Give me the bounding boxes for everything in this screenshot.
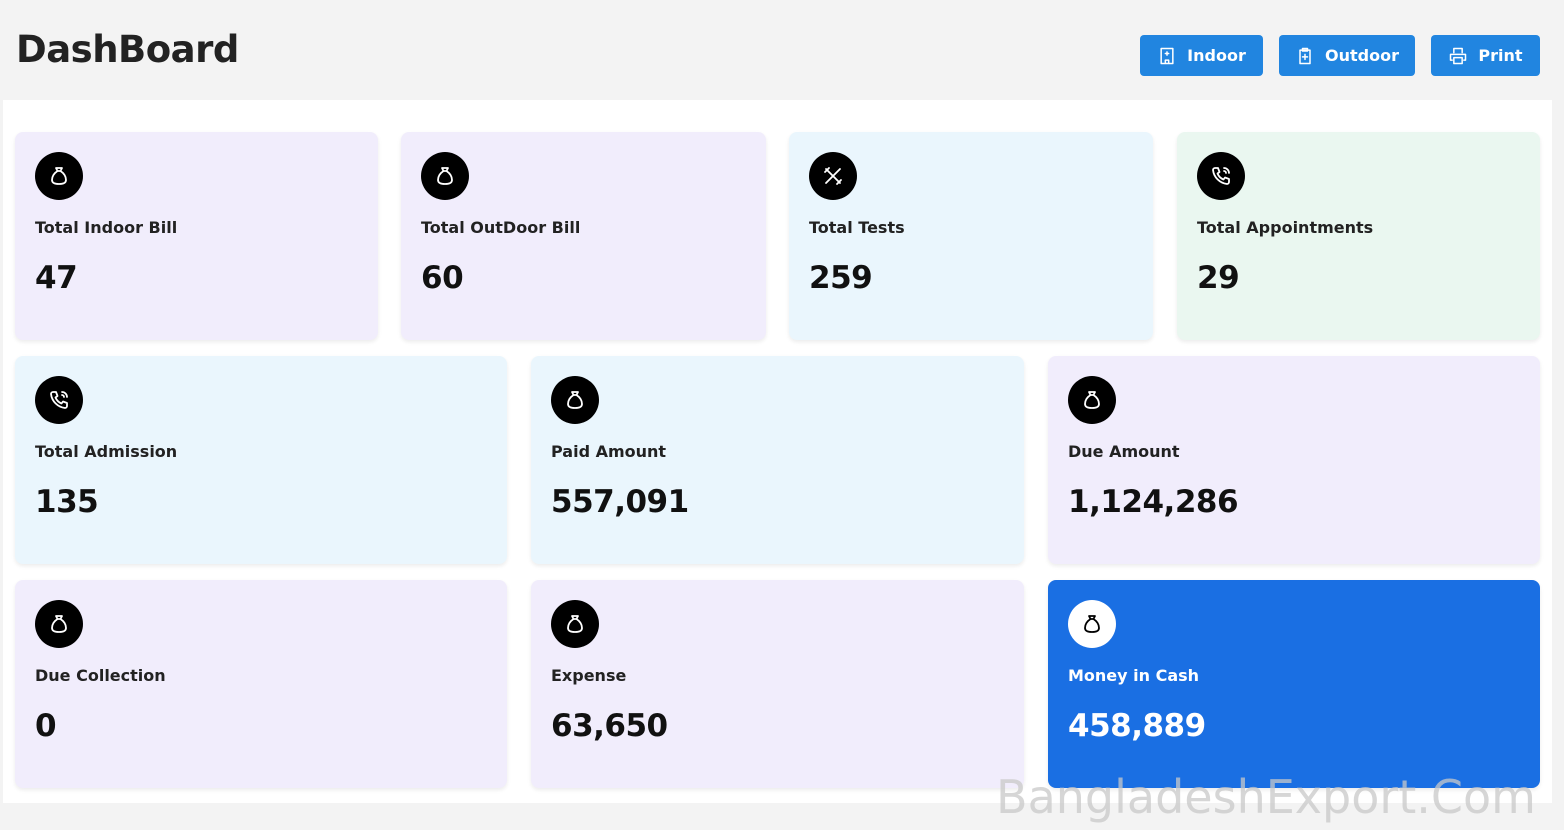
icon-glyph (567, 391, 583, 409)
stat-card: Due Amount 1,124,286 (1048, 356, 1540, 564)
card-label: Expense (551, 666, 627, 685)
card-value: 557,091 (551, 484, 689, 520)
card-label: Money in Cash (1068, 666, 1200, 685)
icon-glyph (1084, 615, 1100, 633)
card-value: 63,650 (551, 708, 668, 744)
icon-glyph (567, 615, 583, 633)
card-label: Due Collection (35, 666, 166, 685)
toolbar-button[interactable]: Print (1431, 35, 1540, 76)
card-icon (35, 376, 83, 424)
card-icon (1068, 376, 1116, 424)
card-label: Total Tests (809, 218, 905, 237)
icon-glyph (51, 167, 67, 185)
icon-glyph (50, 391, 68, 409)
card-value: 135 (35, 484, 99, 520)
stat-card: Total Appointments 29 (1177, 132, 1540, 340)
card-icon (809, 152, 857, 200)
card-value: 47 (35, 260, 78, 296)
stat-card: Total Tests 259 (789, 132, 1153, 340)
icon-glyph (1160, 47, 1174, 64)
card-label: Total Indoor Bill (35, 218, 178, 237)
card-icon (1197, 152, 1245, 200)
card-icon (551, 376, 599, 424)
button-label: Outdoor (1325, 46, 1399, 65)
stat-card: Paid Amount 557,091 (531, 356, 1024, 564)
card-icon (1068, 600, 1116, 648)
icon-glyph (824, 167, 842, 185)
card-label: Paid Amount (551, 442, 667, 461)
watermark: BangladeshExport.Com (996, 770, 1536, 824)
card-value: 29 (1197, 260, 1240, 296)
card-icon (35, 152, 83, 200)
icon-glyph (1450, 47, 1467, 64)
card-icon (551, 600, 599, 648)
card-value: 1,124,286 (1068, 484, 1239, 520)
card-value: 0 (35, 708, 57, 744)
card-icon (35, 600, 83, 648)
card-label: Total Admission (35, 442, 178, 461)
icon-glyph (437, 167, 453, 185)
stat-card: Total OutDoor Bill 60 (401, 132, 766, 340)
card-icon (421, 152, 469, 200)
stat-card: Due Collection 0 (15, 580, 507, 788)
icon-glyph (1212, 167, 1230, 185)
page-title: DashBoard (16, 28, 239, 71)
icon-glyph (1084, 391, 1100, 409)
card-label: Due Amount (1068, 442, 1180, 461)
stat-card: Money in Cash 458,889 (1048, 580, 1540, 788)
card-panel: Total Indoor Bill 47 Total OutDoor Bill 60 T… (3, 100, 1552, 803)
button-label: Print (1478, 46, 1523, 65)
stat-card: Expense 63,650 (531, 580, 1024, 788)
stat-card: Total Admission 135 (15, 356, 507, 564)
button-label: Indoor (1187, 46, 1246, 65)
icon-glyph (1299, 47, 1311, 64)
card-value: 259 (809, 260, 873, 296)
toolbar-button[interactable]: Outdoor (1279, 35, 1415, 76)
card-value: 60 (421, 260, 464, 296)
icon-glyph (51, 615, 67, 633)
card-value: 458,889 (1068, 708, 1206, 744)
toolbar-button[interactable]: Indoor (1140, 35, 1263, 76)
card-label: Total OutDoor Bill (421, 218, 581, 237)
stat-card: Total Indoor Bill 47 (15, 132, 378, 340)
card-label: Total Appointments (1197, 218, 1374, 237)
